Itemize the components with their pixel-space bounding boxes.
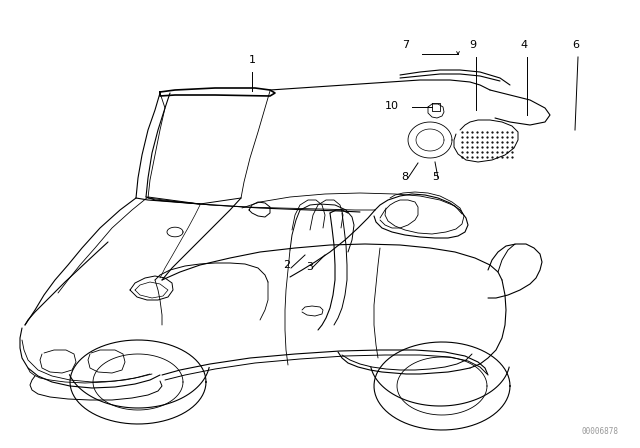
Text: 6: 6 [573, 40, 579, 50]
Text: 7: 7 [403, 40, 410, 50]
Text: 4: 4 [520, 40, 527, 50]
Text: 1: 1 [248, 55, 255, 65]
Text: 10: 10 [385, 101, 399, 111]
Text: 2: 2 [284, 260, 291, 270]
Text: 00006878: 00006878 [581, 427, 618, 436]
Text: 9: 9 [469, 40, 477, 50]
Text: 5: 5 [433, 172, 440, 182]
Text: 3: 3 [307, 262, 314, 272]
Text: 8: 8 [401, 172, 408, 182]
